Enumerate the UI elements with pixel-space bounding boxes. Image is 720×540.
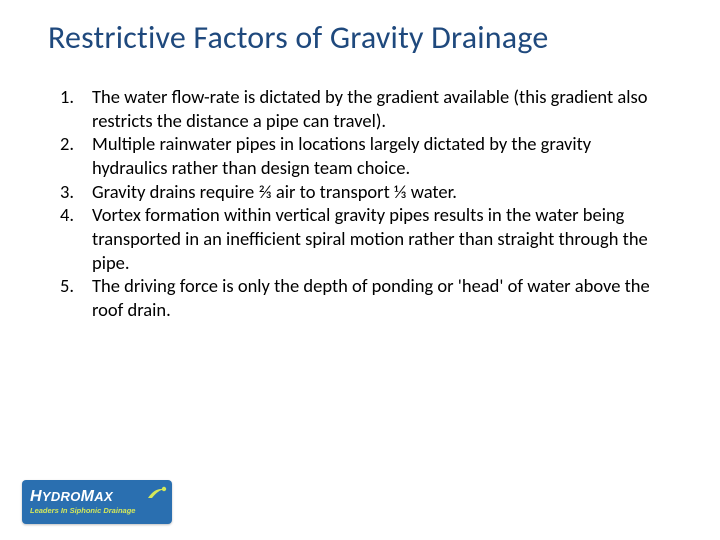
logo-text-part: YDRO [42,489,81,504]
logo-text-part: AX [94,489,113,504]
content-area: The water flow-rate is dictated by the g… [0,57,720,322]
factors-list: The water flow-rate is dictated by the g… [60,85,670,322]
logo-box: HYDROMAX Leaders In Siphonic Drainage [22,480,172,524]
logo-text-part: M [81,488,95,505]
logo-text-part: H [30,488,42,505]
logo-tagline: Leaders In Siphonic Drainage [30,507,172,515]
list-item: The water flow-rate is dictated by the g… [60,85,670,132]
hydromax-logo: HYDROMAX Leaders In Siphonic Drainage [22,480,172,524]
slide-title: Restrictive Factors of Gravity Drainage [0,0,720,57]
swoosh-icon [146,484,168,502]
list-item: The driving force is only the depth of p… [60,274,670,321]
list-item: Gravity drains require ⅔ air to transpor… [60,180,670,204]
list-item: Vortex formation within vertical gravity… [60,203,670,274]
list-item: Multiple rainwater pipes in locations la… [60,132,670,179]
